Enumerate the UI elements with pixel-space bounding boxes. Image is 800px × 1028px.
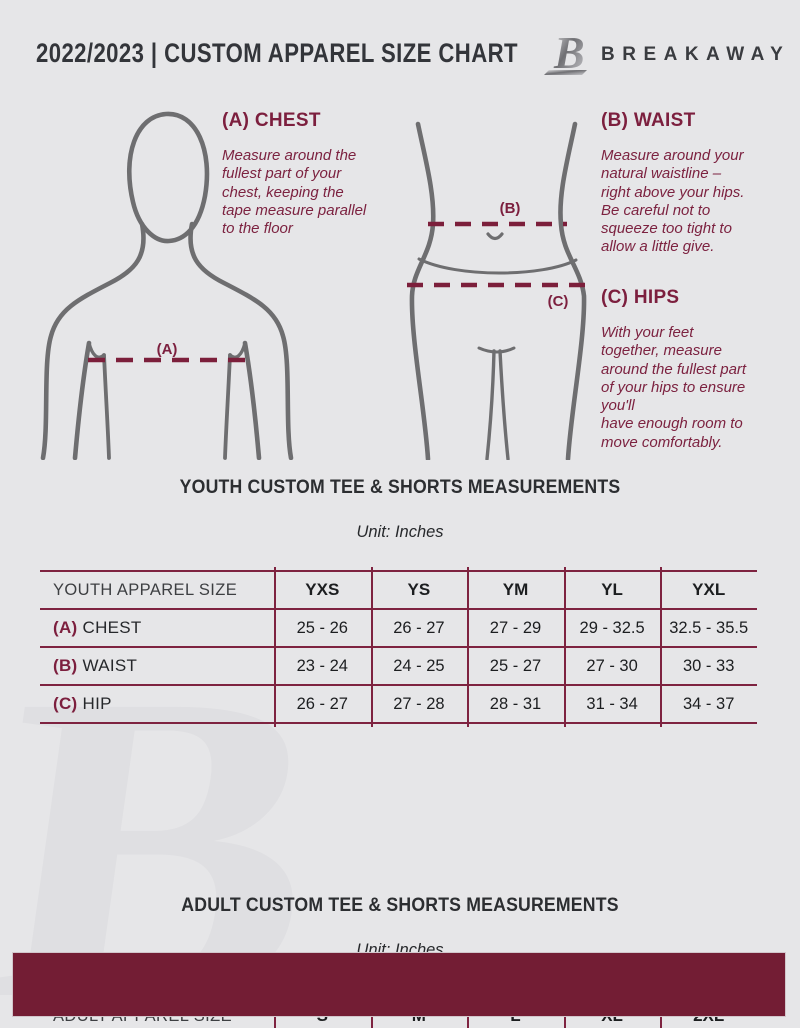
waist-guide: (B) WAIST Measure around your natural wa… — [601, 110, 783, 257]
chest-figure-illustration — [40, 111, 294, 460]
hip-line-label: (C) — [547, 293, 569, 310]
row-prefix: (A) — [53, 618, 78, 637]
chest-line-label: (A) — [156, 341, 178, 358]
cell-value: 30 - 33 — [683, 656, 735, 675]
table-divider — [564, 567, 566, 727]
youth-waist-row: (B) WAIST 23 - 24 24 - 25 25 - 27 27 - 30… — [40, 648, 757, 686]
breakaway-logo-icon: B — [540, 26, 592, 87]
row-label: (C) HIP — [40, 694, 274, 714]
row-name: CHEST — [82, 618, 142, 637]
youth-chest-row: (A) CHEST 25 - 26 26 - 27 27 - 29 29 - 32… — [40, 610, 757, 648]
table-divider — [467, 567, 469, 727]
size-header: YXS — [305, 580, 340, 599]
cell-value: 23 - 24 — [296, 656, 348, 675]
waist-guide-heading: (B) WAIST — [601, 110, 696, 131]
size-header: YM — [502, 580, 529, 599]
cell-value: 25 - 27 — [489, 656, 542, 675]
cell-value: 27 - 30 — [586, 656, 638, 675]
table-divider — [371, 567, 373, 727]
cell-value: 34 - 37 — [683, 694, 735, 713]
page-title: 2022/2023 | CUSTOM APPAREL SIZE CHART — [36, 38, 518, 68]
waist-line-label: (B) — [499, 200, 521, 217]
hips-guide-body: With your feet together, measure around … — [601, 324, 747, 451]
row-name: WAIST — [82, 656, 138, 675]
cell-value: 31 - 34 — [586, 694, 638, 713]
cell-value: 26 - 27 — [296, 694, 348, 713]
chest-guide-body: Measure around the fullest part of your … — [222, 147, 367, 238]
chest-guide-heading: (A) CHEST — [222, 110, 321, 131]
row-prefix: (B) — [53, 656, 78, 675]
cell-value: 32.5 - 35.5 — [669, 618, 749, 637]
brand-name: BREAKAWAY — [601, 44, 791, 65]
youth-hip-row: (C) HIP 26 - 27 27 - 28 28 - 31 31 - 34 3… — [40, 686, 757, 724]
size-header: YXL — [692, 580, 726, 599]
cell-value: 28 - 31 — [489, 694, 542, 713]
footer-bar — [12, 952, 786, 1017]
size-header: YL — [601, 580, 623, 599]
cell-value: 27 - 29 — [489, 618, 542, 637]
row-name: HIP — [82, 694, 112, 713]
table-divider — [274, 567, 276, 727]
cell-value: 26 - 27 — [393, 618, 445, 637]
youth-size-column-label: YOUTH APPAREL SIZE — [53, 580, 238, 599]
waist-guide-body: Measure around your natural waistline – … — [601, 147, 745, 256]
hips-guide-heading: (C) HIPS — [601, 287, 680, 308]
row-label: (B) WAIST — [40, 656, 274, 676]
youth-size-table: YOUTH APPAREL SIZE YXS YS YM YL YXL (A) C… — [40, 567, 757, 727]
youth-table-header-row: YOUTH APPAREL SIZE YXS YS YM YL YXL — [40, 570, 757, 610]
size-header: YS — [407, 580, 431, 599]
youth-section-unit: Unit: Inches — [356, 523, 444, 541]
waist-hip-figure-illustration — [407, 121, 587, 460]
row-label: (A) CHEST — [40, 618, 274, 638]
cell-value: 25 - 26 — [296, 618, 348, 637]
cell-value: 27 - 28 — [393, 694, 445, 713]
hips-guide: (C) HIPS With your feet together, measur… — [601, 287, 783, 452]
adult-section-title: ADULT CUSTOM TEE & SHORTS MEASUREMENTS — [181, 895, 619, 916]
chest-guide: (A) CHEST Measure around the fullest par… — [222, 110, 404, 238]
table-divider — [660, 567, 662, 727]
cell-value: 29 - 32.5 — [579, 618, 645, 637]
cell-value: 24 - 25 — [393, 656, 445, 675]
row-prefix: (C) — [53, 694, 78, 713]
youth-section-title: YOUTH CUSTOM TEE & SHORTS MEASUREMENTS — [179, 477, 621, 498]
